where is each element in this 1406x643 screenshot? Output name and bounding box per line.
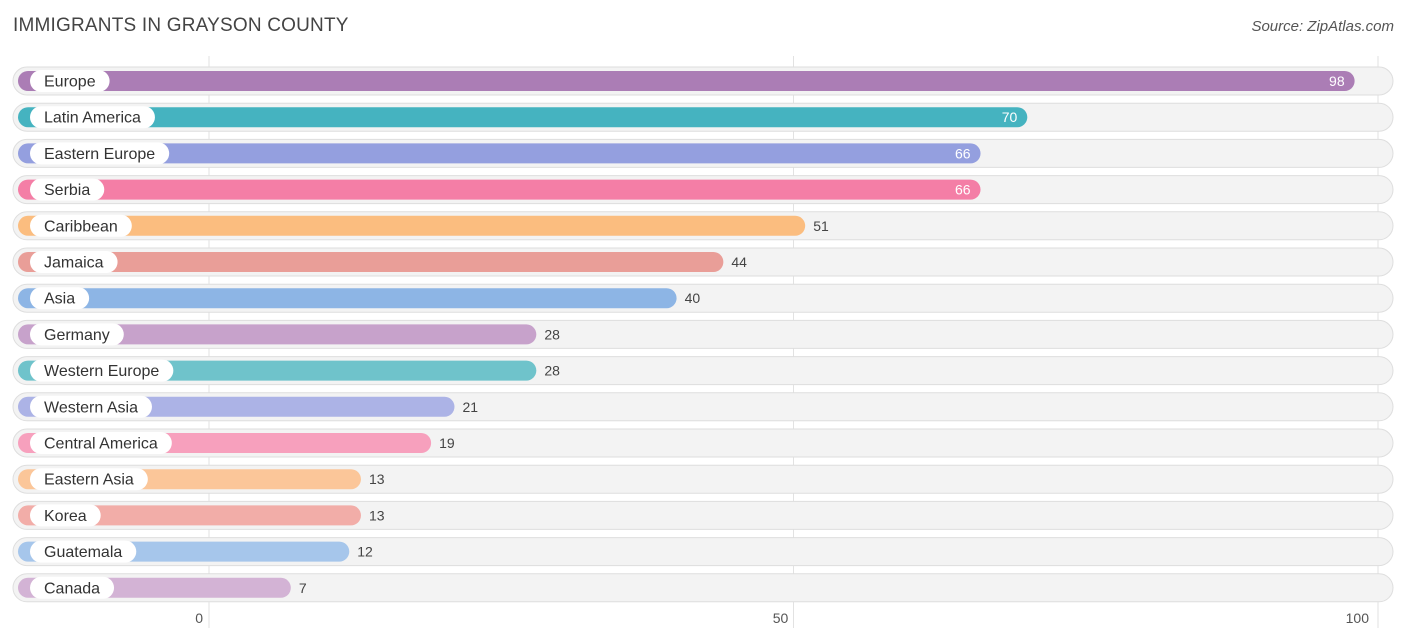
category-label: Guatemala [44, 544, 122, 561]
category-label-pill [30, 251, 118, 273]
x-tick-label: 0 [195, 610, 203, 626]
category-label-pill [30, 214, 132, 237]
value-label: 51 [813, 218, 829, 234]
value-label: 98 [1329, 73, 1345, 89]
x-tick-label: 100 [1346, 610, 1370, 626]
category-label: Central America [44, 436, 158, 453]
value-label: 21 [462, 399, 478, 415]
bar [18, 215, 806, 236]
bar [18, 324, 537, 345]
value-label: 7 [299, 580, 307, 596]
bar [18, 505, 361, 526]
category-label: Eastern Asia [44, 472, 134, 489]
category-label: Serbia [44, 182, 90, 199]
value-label: 70 [1002, 109, 1018, 125]
value-label: 40 [685, 290, 701, 306]
category-label: Caribbean [44, 218, 118, 235]
value-label: 28 [544, 363, 560, 379]
category-label-pill [30, 468, 148, 491]
value-label: 66 [955, 182, 971, 198]
bar-track [12, 573, 1394, 603]
value-label: 13 [369, 471, 385, 487]
category-label-pill [30, 178, 105, 201]
value-label: 44 [731, 254, 747, 270]
category-label-pill [30, 323, 124, 346]
category-label-pill [30, 432, 172, 454]
chart-source: Source: ZipAtlas.com [1251, 18, 1394, 35]
category-label-pill [30, 504, 101, 527]
category-label: Jamaica [44, 255, 104, 272]
bar [18, 179, 981, 200]
value-label: 66 [955, 145, 971, 161]
category-label: Latin America [44, 110, 141, 127]
x-tick-label: 50 [773, 610, 789, 626]
bar [18, 288, 677, 309]
bar [18, 252, 724, 272]
bar [18, 71, 1355, 91]
category-label: Eastern Europe [44, 146, 155, 163]
category-label-pill [30, 395, 152, 418]
category-label: Europe [44, 74, 96, 91]
value-label: 13 [369, 507, 385, 523]
category-label: Western Europe [44, 363, 159, 380]
category-label: Canada [44, 580, 100, 597]
category-label-pill [30, 287, 90, 310]
category-label-pill [30, 359, 174, 382]
category-label-pill [30, 106, 155, 129]
value-label: 12 [357, 544, 373, 560]
bar [18, 107, 1028, 128]
category-label-pill [30, 540, 137, 563]
category-label: Korea [44, 508, 87, 525]
category-label: Asia [44, 291, 75, 308]
bar [18, 143, 981, 164]
value-label: 28 [544, 326, 560, 342]
category-label: Western Asia [44, 399, 138, 416]
category-label-pill [30, 70, 110, 92]
category-label: Germany [44, 327, 110, 344]
bar-track [12, 537, 1394, 567]
chart-title: IMMIGRANTS IN GRAYSON COUNTY [13, 15, 349, 36]
category-label-pill [30, 142, 170, 165]
category-label-pill [30, 576, 115, 599]
value-label: 19 [439, 435, 455, 451]
